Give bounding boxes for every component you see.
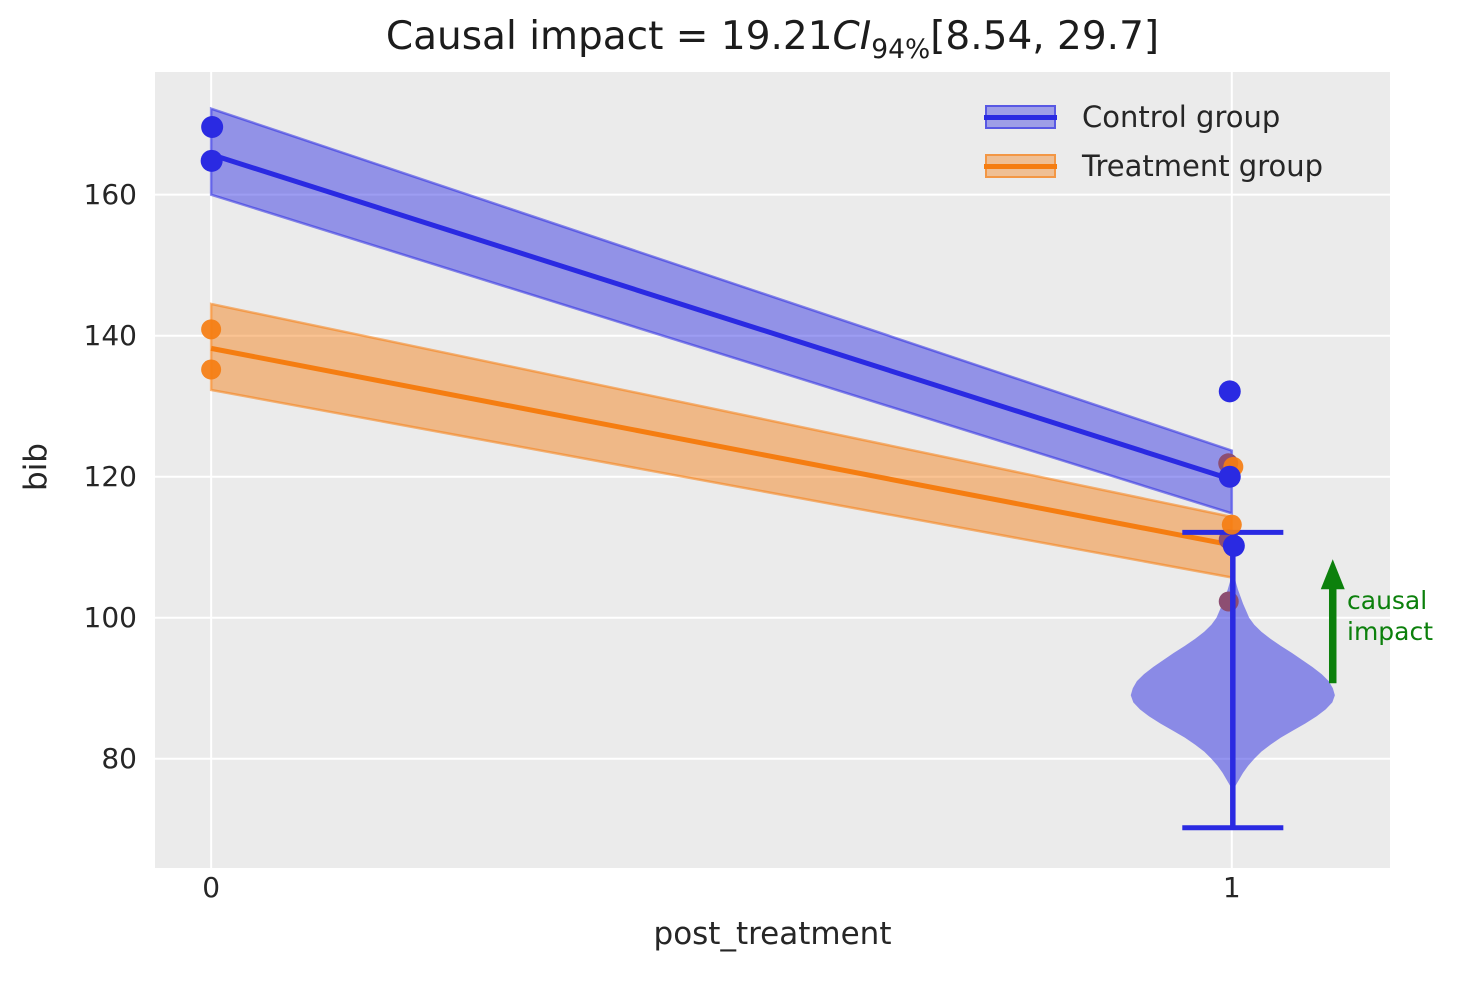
y-tick-label-140: 140 <box>83 318 137 352</box>
overlap-dot-2 <box>1218 591 1239 612</box>
treatment-trend-line <box>210 345 1233 548</box>
treatment-dot-1 <box>201 359 222 380</box>
y-tick-label-80: 80 <box>101 741 137 775</box>
title-prefix: Causal impact = 19.21 <box>385 14 833 59</box>
control-trend-line <box>210 152 1233 482</box>
control-dot-2 <box>1218 380 1241 403</box>
legend-item-control: Control group <box>984 99 1323 135</box>
treatment-swatch <box>984 154 1057 178</box>
legend-label-control: Control group <box>1082 100 1281 134</box>
control-dot-3 <box>1218 465 1241 488</box>
page-title: Causal impact = 19.21CI94%[8.54, 29.7] <box>155 14 1390 63</box>
causal-impact-arrow-head <box>1320 559 1345 590</box>
control-dot-0 <box>201 115 224 138</box>
control-dot-4 <box>1222 534 1245 557</box>
control-dot-1 <box>200 149 223 172</box>
causal-impact-annotation: causal impact <box>1347 586 1434 646</box>
legend-label-treatment: Treatment group <box>1082 149 1324 183</box>
legend: Control group Treatment group <box>984 99 1324 184</box>
y-tick-label-100: 100 <box>83 600 137 634</box>
control-swatch-line <box>984 114 1057 120</box>
title-suffix: [8.54, 29.7] <box>930 14 1160 59</box>
treatment-dot-0 <box>201 319 222 340</box>
treatment-swatch-line <box>984 163 1057 169</box>
x-tick-label-1: 1 <box>1222 871 1241 904</box>
y-tick-label-120: 120 <box>83 459 137 493</box>
title-ci: CI <box>832 14 872 59</box>
y-tick-label-160: 160 <box>83 177 137 211</box>
x-axis-label: post_treatment <box>653 916 892 952</box>
treatment-dot-3 <box>1221 514 1242 535</box>
legend-item-treatment: Treatment group <box>984 148 1324 184</box>
control-swatch <box>984 105 1057 129</box>
title-ci-sub: 94% <box>871 33 931 65</box>
x-tick-label-0: 0 <box>202 871 221 904</box>
